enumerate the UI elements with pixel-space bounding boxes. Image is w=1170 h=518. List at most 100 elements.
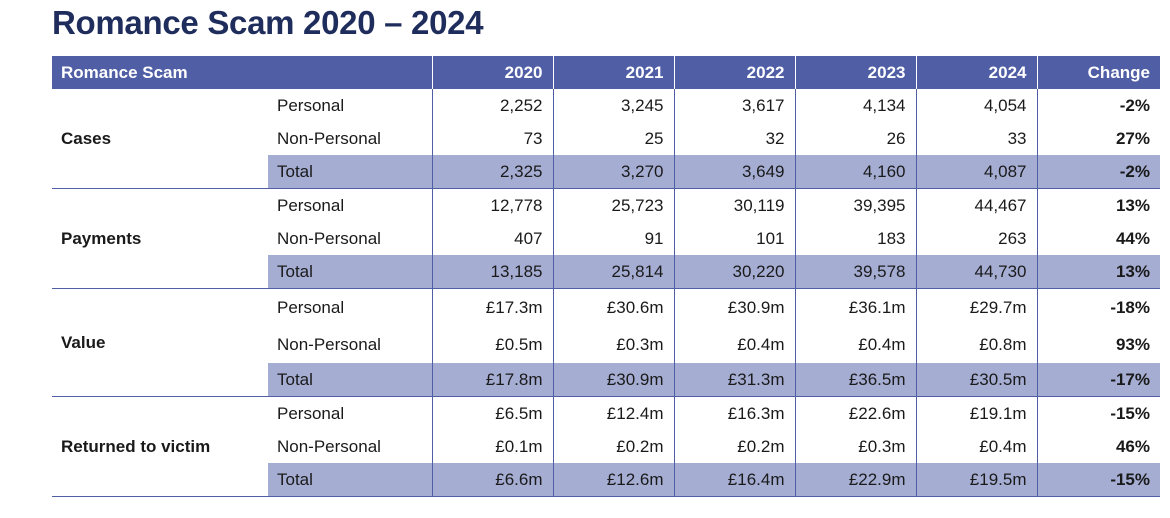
table-row-total: Total 13,185 25,814 30,220 39,578 44,730 13%: [52, 255, 1160, 289]
table-row: Non-Personal 73 25 32 26 33 27%: [52, 122, 1160, 155]
row-label: Personal: [277, 403, 345, 423]
group-label: Value: [52, 288, 268, 397]
header-year-2023: 2023: [794, 56, 916, 89]
cell-value: £0.4m: [794, 326, 916, 363]
cell-value: £36.5m: [794, 363, 916, 397]
cell-value: 25: [552, 122, 674, 155]
cell-value: £6.6m: [431, 463, 553, 497]
cell-value: 263: [915, 222, 1037, 255]
table-row: Non-Personal 407 91 101 183 263 44%: [52, 222, 1160, 255]
table-row: Non-Personal £0.5m £0.3m £0.4m £0.4m £0.8m 93%: [52, 326, 1160, 363]
cell-value: £0.2m: [673, 430, 795, 463]
cell-change: -18%: [1036, 288, 1160, 326]
cell-value: 32: [673, 122, 795, 155]
cell-change: 44%: [1036, 222, 1160, 255]
cell-value: £17.3m: [431, 288, 553, 326]
cell-change: -15%: [1036, 396, 1160, 430]
cell-value: 101: [673, 222, 795, 255]
row-label: Personal: [277, 195, 345, 215]
cell-value: £6.5m: [431, 396, 553, 430]
cell-value: 2,325: [431, 155, 553, 189]
cell-value: 4,087: [915, 155, 1037, 189]
cell-value: 13,185: [431, 255, 553, 289]
cell-value: £12.4m: [552, 396, 674, 430]
cell-value: £19.5m: [915, 463, 1037, 497]
cell-value: 39,578: [794, 255, 916, 289]
table-row-total: Total 2,325 3,270 3,649 4,160 4,087 -2%: [52, 155, 1160, 189]
cell-value: 30,220: [673, 255, 795, 289]
cell-value: £30.9m: [673, 288, 795, 326]
cell-value: £22.9m: [794, 463, 916, 497]
cell-value: £19.1m: [915, 396, 1037, 430]
group-label: Cases: [52, 89, 268, 189]
cell-change: -2%: [1036, 155, 1160, 189]
table-row-total: Total £6.6m £12.6m £16.4m £22.9m £19.5m -15%: [52, 463, 1160, 497]
table-row: Value Personal £17.3m £30.6m £30.9m £36.1m £29…: [52, 288, 1160, 397]
cell-change: 13%: [1036, 255, 1160, 289]
cell-value: £0.3m: [794, 430, 916, 463]
table-row-total: Total £17.8m £30.9m £31.3m £36.5m £30.5m -17%: [52, 363, 1160, 397]
cell-value: £30.5m: [915, 363, 1037, 397]
header-change: Change: [1036, 56, 1160, 89]
header-year-2022: 2022: [673, 56, 795, 89]
table-row: Returned to victim Personal £6.5m £12.4m £16…: [52, 396, 1160, 497]
cell-value: 183: [794, 222, 916, 255]
cell-value: £36.1m: [794, 288, 916, 326]
header-year-2024: 2024: [915, 56, 1037, 89]
row-label: Total: [268, 363, 432, 397]
group-label: Returned to victim: [52, 396, 268, 497]
cell-value: £16.4m: [673, 463, 795, 497]
cell-value: 33: [915, 122, 1037, 155]
cell-value: 12,778: [431, 188, 553, 222]
cell-value: £30.6m: [552, 288, 674, 326]
header-row: Romance Scam 2020 2021 2022 2023 2024 Ch…: [52, 56, 1160, 89]
row-label: Personal: [277, 297, 345, 317]
cell-value: 407: [431, 222, 553, 255]
cell-value: £31.3m: [673, 363, 795, 397]
group-label: Payments: [52, 188, 268, 289]
header-label: Romance Scam: [52, 56, 268, 89]
cell-value: £0.1m: [431, 430, 553, 463]
header-year-2021: 2021: [552, 56, 674, 89]
cell-change: 27%: [1036, 122, 1160, 155]
header-year-2020: 2020: [431, 56, 553, 89]
cell-value: 25,814: [552, 255, 674, 289]
row-label: Total: [268, 155, 432, 189]
row-label: Non-Personal: [277, 334, 381, 354]
cell-change: -15%: [1036, 463, 1160, 497]
cell-change: 93%: [1036, 326, 1160, 363]
row-label: Total: [268, 463, 432, 497]
cell-value: £0.5m: [431, 326, 553, 363]
table-row: Payments Personal 12,778 25,723 30,119 39,395…: [52, 188, 1160, 289]
cell-value: £0.4m: [673, 326, 795, 363]
table-header: Romance Scam 2020 2021 2022 2023 2024 Ch…: [52, 56, 1160, 89]
row-label: Non-Personal: [277, 128, 381, 148]
cell-value: 25,723: [552, 188, 674, 222]
row-label: Total: [268, 255, 432, 289]
cell-value: £16.3m: [673, 396, 795, 430]
cell-value: 26: [794, 122, 916, 155]
cell-value: 39,395: [794, 188, 916, 222]
cell-value: 3,649: [673, 155, 795, 189]
cell-value: £30.9m: [552, 363, 674, 397]
header-spacer: [268, 56, 432, 89]
cell-value: 4,054: [915, 89, 1037, 122]
cell-change: 46%: [1036, 430, 1160, 463]
cell-value: £17.8m: [431, 363, 553, 397]
cell-value: 30,119: [673, 188, 795, 222]
cell-value: 73: [431, 122, 553, 155]
cell-value: 2,252: [431, 89, 553, 122]
row-label: Non-Personal: [277, 436, 381, 456]
cell-value: 4,160: [794, 155, 916, 189]
cell-value: 3,245: [552, 89, 674, 122]
table-row: Non-Personal £0.1m £0.2m £0.2m £0.3m £0.4m 46%: [52, 430, 1160, 463]
cell-value: 44,467: [915, 188, 1037, 222]
cell-change: -17%: [1036, 363, 1160, 397]
cell-value: 4,134: [794, 89, 916, 122]
cell-value: 3,270: [552, 155, 674, 189]
row-label: Non-Personal: [277, 228, 381, 248]
cell-value: 91: [552, 222, 674, 255]
cell-value: £22.6m: [794, 396, 916, 430]
table-row: Cases Personal 2,252 3,245 3,617 4,134 4,054 -2…: [52, 89, 1160, 189]
table-body: Cases Personal 2,252 3,245 3,617 4,134 4,054 -2…: [52, 89, 1160, 497]
